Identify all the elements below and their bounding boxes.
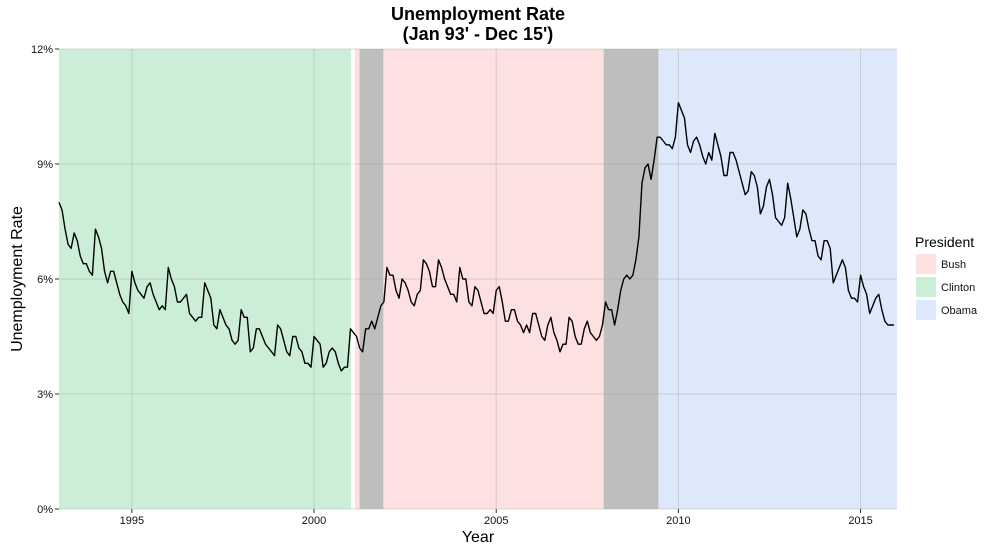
- grid-lines: [59, 48, 897, 510]
- recession-bands: [359, 49, 659, 509]
- y-tick-label: 6%: [37, 274, 53, 286]
- x-tick-label: 2000: [302, 515, 326, 527]
- y-axis-title: Unemployment Rate: [9, 206, 26, 352]
- legend-label-obama: Obama: [941, 305, 978, 317]
- x-tick-label: 2005: [484, 515, 508, 527]
- band-clinton: [59, 49, 352, 509]
- legend-swatch-obama: [916, 300, 936, 320]
- recession-band-1: [359, 49, 384, 509]
- legend-title: President: [915, 234, 974, 250]
- recession-band-2: [603, 49, 659, 509]
- band-transition: [350, 49, 355, 509]
- chart-subtitle: (Jan 93' - Dec 15'): [403, 24, 554, 44]
- y-axis-ticks: 0% 3% 6% 9% 12%: [31, 44, 59, 516]
- y-tick-label: 3%: [37, 389, 53, 401]
- unemployment-line: [58, 101, 894, 372]
- legend-swatch-clinton: [916, 277, 936, 297]
- unemployment-series: [58, 101, 894, 372]
- chart-title: Unemployment Rate: [391, 4, 565, 24]
- legend-label-bush: Bush: [941, 259, 966, 271]
- x-axis-ticks: 1995 2000 2005 2010 2015: [120, 509, 873, 527]
- y-tick-label: 0%: [37, 504, 53, 516]
- y-tick-label: 9%: [37, 159, 53, 171]
- x-tick-label: 2010: [666, 515, 690, 527]
- y-tick-label: 12%: [31, 44, 53, 56]
- band-bush: [351, 49, 644, 509]
- legend-label-clinton: Clinton: [941, 282, 975, 294]
- legend: President Bush Clinton Obama: [915, 234, 978, 320]
- x-tick-label: 2015: [848, 515, 872, 527]
- x-axis-title: Year: [462, 529, 495, 546]
- legend-entries: Bush Clinton Obama: [916, 254, 978, 320]
- legend-swatch-bush: [916, 254, 936, 274]
- x-tick-label: 1995: [120, 515, 144, 527]
